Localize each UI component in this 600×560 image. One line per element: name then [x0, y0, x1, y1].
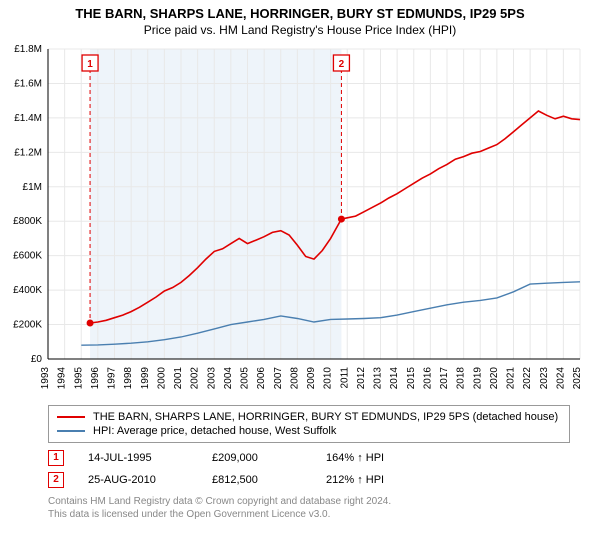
svg-text:£1.2M: £1.2M	[14, 147, 42, 158]
svg-text:2008: 2008	[289, 367, 300, 390]
svg-text:£200K: £200K	[13, 320, 42, 331]
svg-text:2005: 2005	[240, 367, 251, 390]
svg-text:2012: 2012	[356, 367, 367, 390]
chart-subtitle: Price paid vs. HM Land Registry's House …	[0, 23, 600, 37]
sale-marker-icon: 1	[48, 450, 64, 466]
svg-text:£800K: £800K	[13, 216, 42, 227]
chart-title: THE BARN, SHARPS LANE, HORRINGER, BURY S…	[0, 6, 600, 21]
chart-container: { "title": "THE BARN, SHARPS LANE, HORRI…	[0, 0, 600, 521]
svg-text:2016: 2016	[422, 367, 433, 390]
svg-text:1998: 1998	[123, 367, 134, 390]
svg-text:£600K: £600K	[13, 251, 42, 262]
svg-text:2011: 2011	[339, 367, 350, 389]
svg-text:1: 1	[87, 59, 93, 70]
legend-swatch	[57, 416, 85, 418]
svg-text:2023: 2023	[539, 367, 550, 390]
svg-text:2013: 2013	[373, 367, 384, 390]
legend-swatch	[57, 430, 85, 432]
svg-text:£1.8M: £1.8M	[14, 44, 42, 55]
svg-text:2015: 2015	[406, 367, 417, 390]
legend-row: THE BARN, SHARPS LANE, HORRINGER, BURY S…	[57, 410, 561, 424]
svg-text:2019: 2019	[472, 367, 483, 390]
sale-date: 25-AUG-2010	[88, 474, 188, 486]
svg-text:1993: 1993	[40, 367, 51, 390]
svg-text:2021: 2021	[506, 367, 517, 390]
svg-text:1994: 1994	[57, 367, 68, 390]
svg-text:2000: 2000	[156, 367, 167, 390]
svg-text:2007: 2007	[273, 367, 284, 390]
sale-row: 2 25-AUG-2010 £812,500 212% ↑ HPI	[48, 469, 570, 491]
sale-price: £812,500	[212, 474, 302, 486]
svg-text:2017: 2017	[439, 367, 450, 390]
svg-text:2014: 2014	[389, 367, 400, 390]
svg-text:£400K: £400K	[13, 285, 42, 296]
svg-text:2004: 2004	[223, 367, 234, 390]
svg-text:2009: 2009	[306, 367, 317, 390]
legend: THE BARN, SHARPS LANE, HORRINGER, BURY S…	[48, 405, 570, 443]
svg-text:2025: 2025	[572, 367, 583, 390]
svg-text:2002: 2002	[190, 367, 201, 390]
svg-text:2018: 2018	[456, 367, 467, 390]
sale-marker-icon: 2	[48, 472, 64, 488]
svg-text:1997: 1997	[107, 367, 118, 390]
svg-text:2010: 2010	[323, 367, 334, 390]
svg-text:£1M: £1M	[23, 182, 42, 193]
svg-text:2: 2	[339, 59, 345, 70]
chart-plot: £0 £200K £400K £600K £800K £1M £1.2M £1.4M £1.6M…	[0, 39, 600, 399]
sale-relative: 164% ↑ HPI	[326, 452, 426, 464]
svg-text:2020: 2020	[489, 367, 500, 390]
legend-label: HPI: Average price, detached house, West…	[93, 425, 336, 437]
svg-text:2022: 2022	[522, 367, 533, 390]
svg-text:2024: 2024	[555, 367, 566, 390]
svg-text:2001: 2001	[173, 367, 184, 390]
sale-price: £209,000	[212, 452, 302, 464]
sale-date: 14-JUL-1995	[88, 452, 188, 464]
svg-text:£1.6M: £1.6M	[14, 78, 42, 89]
footer-line: This data is licensed under the Open Gov…	[48, 508, 570, 521]
svg-text:2003: 2003	[206, 367, 217, 390]
sales-table: 1 14-JUL-1995 £209,000 164% ↑ HPI 2 25-A…	[48, 447, 570, 491]
sale-row: 1 14-JUL-1995 £209,000 164% ↑ HPI	[48, 447, 570, 469]
svg-text:1995: 1995	[73, 367, 84, 390]
svg-text:1996: 1996	[90, 367, 101, 390]
chart-titles: THE BARN, SHARPS LANE, HORRINGER, BURY S…	[0, 0, 600, 39]
sale-relative: 212% ↑ HPI	[326, 474, 426, 486]
svg-text:£0: £0	[31, 354, 43, 365]
footer-attribution: Contains HM Land Registry data © Crown c…	[48, 495, 570, 521]
footer-line: Contains HM Land Registry data © Crown c…	[48, 495, 570, 508]
chart-svg: £0 £200K £400K £600K £800K £1M £1.2M £1.4M £1.6M…	[0, 39, 600, 399]
legend-row: HPI: Average price, detached house, West…	[57, 424, 561, 438]
svg-text:£1.4M: £1.4M	[14, 113, 42, 124]
legend-label: THE BARN, SHARPS LANE, HORRINGER, BURY S…	[93, 411, 558, 423]
svg-text:2006: 2006	[256, 367, 267, 390]
svg-text:1999: 1999	[140, 367, 151, 390]
